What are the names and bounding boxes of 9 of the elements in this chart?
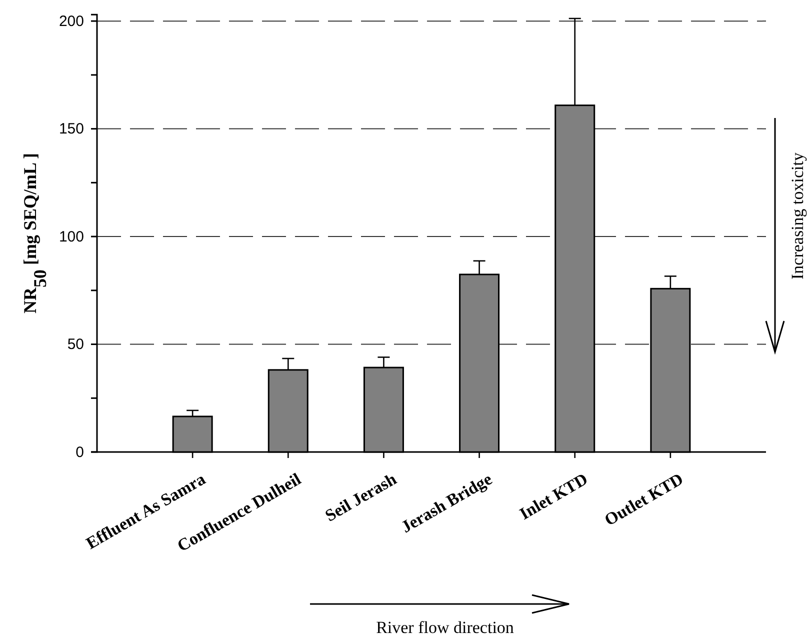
x-tick-label: Outlet KTD — [601, 469, 686, 530]
text: River flow direction — [376, 618, 514, 637]
y-tick-label: 200 — [58, 12, 84, 30]
y-tick-label: 100 — [58, 228, 84, 246]
y-tick-label: 50 — [67, 336, 84, 354]
y-tick-label: 150 — [58, 120, 84, 138]
y-tick-label: 0 — [76, 444, 84, 461]
x-tick-label: Inlet KTD — [516, 469, 591, 524]
text: Increasing toxicity — [788, 152, 807, 280]
